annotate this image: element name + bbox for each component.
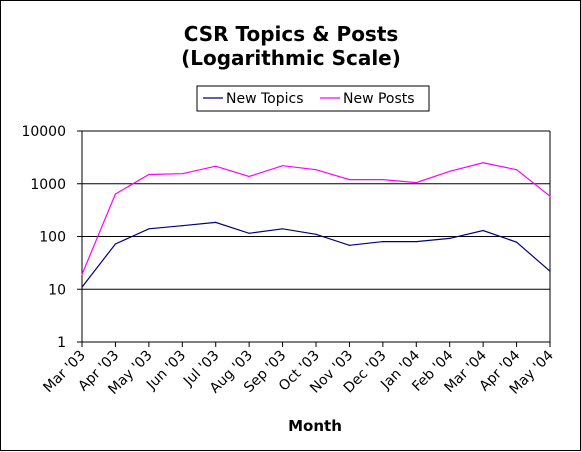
- series-line-0: [81, 221, 551, 288]
- y-tick-label-10: 10: [48, 282, 66, 298]
- x-axis-title: Month: [288, 417, 342, 435]
- series-1-point-5: [248, 175, 250, 178]
- legend-label-posts: New Posts: [343, 91, 415, 107]
- series-1-point-1: [114, 193, 117, 195]
- series-0-point-8: [348, 244, 351, 246]
- series-1-point-7: [315, 169, 317, 171]
- y-tick-label-10000: 10000: [21, 124, 66, 140]
- series-1-point-14: [549, 195, 551, 197]
- y-tick-label-100: 100: [39, 230, 66, 246]
- y-tick-label-1000: 1000: [30, 177, 66, 193]
- series-0-point-7: [315, 233, 317, 235]
- series-0-point-11: [449, 237, 451, 240]
- series-line-1: [81, 162, 551, 275]
- legend-label-topics: New Topics: [226, 91, 304, 107]
- chart-title-line1: CSR Topics & Posts: [184, 22, 399, 46]
- series-1-point-13: [515, 169, 518, 171]
- series-1-point-6: [281, 165, 284, 167]
- series-1-point-11: [449, 170, 451, 172]
- series-1-point-12: [482, 162, 484, 164]
- series-1-point-9: [382, 178, 384, 181]
- series-1-point-10: [415, 182, 417, 184]
- series-1-point-2: [148, 173, 150, 176]
- series-0-point-6: [281, 228, 284, 230]
- series-1-point-0: [81, 273, 83, 276]
- series-0-point-4: [215, 221, 217, 224]
- series-0-point-1: [114, 243, 117, 245]
- series-1-point-4: [215, 165, 217, 167]
- series-0-point-10: [415, 241, 417, 243]
- chart-title-line2: (Logarithmic Scale): [181, 46, 401, 70]
- series-0-point-14: [549, 270, 551, 272]
- series-0-point-3: [181, 225, 183, 227]
- series-1-point-8: [348, 178, 351, 181]
- series-1-point-3: [181, 173, 183, 175]
- legend-box: [196, 85, 430, 112]
- y-tick-label-1: 1: [57, 335, 66, 351]
- series-0-point-5: [248, 232, 250, 234]
- series-0-point-0: [81, 286, 83, 288]
- series-0-point-13: [515, 241, 518, 243]
- legend: New Topics New Posts: [196, 85, 430, 112]
- series-0-point-2: [148, 228, 150, 230]
- series-0-point-12: [482, 229, 484, 232]
- series-0-point-9: [382, 241, 384, 243]
